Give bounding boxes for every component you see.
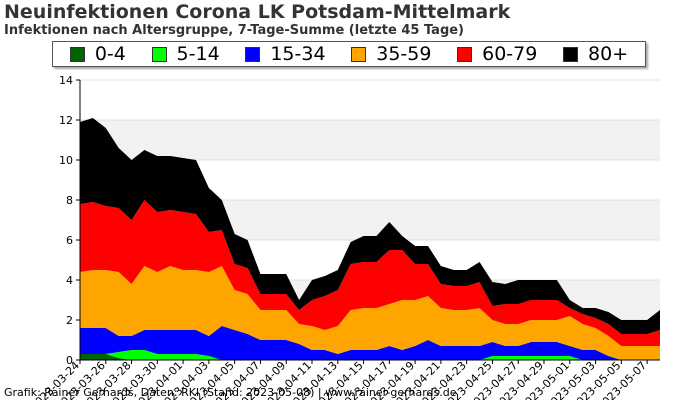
y-axis-ticks: 0 2 4 6 8 10 12 14 bbox=[59, 74, 80, 367]
y-tick-label: 2 bbox=[66, 314, 73, 327]
legend-item: 15-34 bbox=[245, 43, 326, 65]
grid-band bbox=[80, 80, 660, 120]
area-series-60-79 bbox=[80, 200, 660, 346]
grid-band bbox=[80, 120, 660, 160]
legend-swatch bbox=[151, 46, 167, 62]
chart-title: Neuinfektionen Corona LK Potsdam-Mittelm… bbox=[4, 1, 511, 23]
legend-item: 5-14 bbox=[151, 43, 220, 65]
y-tick-label: 6 bbox=[66, 234, 73, 247]
legend-swatch bbox=[245, 46, 261, 62]
legend-swatch bbox=[351, 46, 367, 62]
y-tick-label: 12 bbox=[59, 114, 73, 127]
area-series-15-34 bbox=[80, 326, 660, 360]
legend-swatch bbox=[69, 46, 85, 62]
legend-label: 35-59 bbox=[376, 43, 432, 65]
credit-line: Grafik: Rainer Gerhards, Daten: RKI (Sta… bbox=[4, 386, 457, 399]
y-tick-label: 8 bbox=[66, 194, 73, 207]
chart-subtitle: Infektionen nach Altersgruppe, 7-Tage-Su… bbox=[4, 23, 465, 38]
legend-label: 80+ bbox=[588, 43, 629, 65]
legend: 0-4 5-14 15-34 35-59 60-79 80+ bbox=[52, 41, 646, 67]
area-series-35-59 bbox=[80, 266, 660, 360]
chart-axes bbox=[79, 80, 660, 361]
legend-label: 15-34 bbox=[270, 43, 326, 65]
y-tick-label: 4 bbox=[66, 274, 73, 287]
legend-item: 35-59 bbox=[351, 43, 431, 65]
legend-item: 0-4 bbox=[69, 43, 126, 65]
area-series-80+ bbox=[80, 118, 660, 334]
legend-swatch bbox=[457, 46, 473, 62]
legend-swatch bbox=[563, 46, 579, 62]
legend-label: 60-79 bbox=[482, 43, 538, 65]
legend-item: 60-79 bbox=[457, 43, 537, 65]
legend-label: 5-14 bbox=[176, 43, 220, 65]
y-tick-label: 0 bbox=[66, 354, 73, 367]
chart-areas bbox=[80, 118, 660, 360]
y-tick-label: 10 bbox=[59, 154, 73, 167]
legend-label: 0-4 bbox=[94, 43, 126, 65]
area-series-5-14 bbox=[80, 350, 660, 360]
y-tick-label: 14 bbox=[59, 74, 73, 87]
legend-item: 80+ bbox=[563, 43, 628, 65]
